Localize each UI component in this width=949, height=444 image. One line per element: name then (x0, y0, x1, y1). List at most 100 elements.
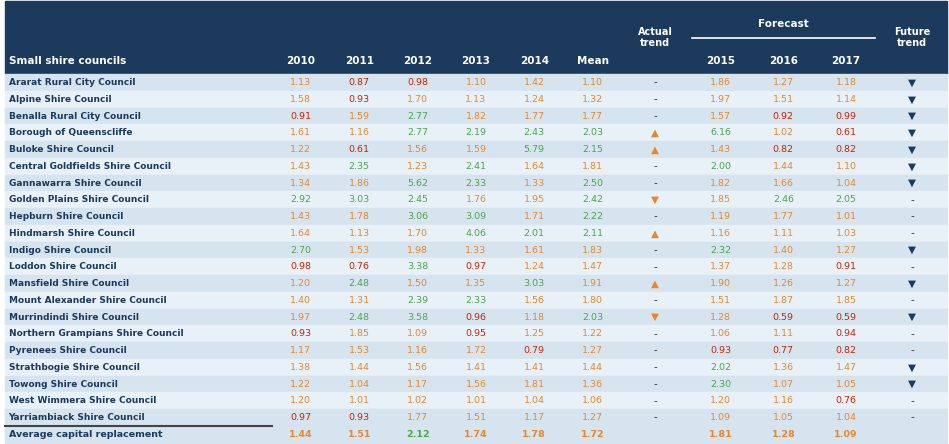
Text: 4.06: 4.06 (465, 229, 487, 238)
Text: 1.20: 1.20 (290, 279, 311, 288)
Text: 1.87: 1.87 (772, 296, 793, 305)
Text: 1.10: 1.10 (836, 162, 857, 171)
Text: 0.87: 0.87 (348, 78, 370, 87)
Text: ▼: ▼ (908, 128, 917, 138)
Text: 1.81: 1.81 (582, 162, 604, 171)
Text: 1.61: 1.61 (524, 246, 545, 254)
Text: 1.91: 1.91 (582, 279, 604, 288)
Text: 2.32: 2.32 (710, 246, 731, 254)
Text: ▼: ▼ (908, 379, 917, 389)
Text: 2.01: 2.01 (524, 229, 545, 238)
Text: 2.42: 2.42 (582, 195, 604, 204)
Text: 1.16: 1.16 (772, 396, 793, 405)
Text: 1.43: 1.43 (290, 212, 311, 221)
Text: 1.85: 1.85 (710, 195, 731, 204)
Text: 1.51: 1.51 (465, 413, 487, 422)
Text: 1.44: 1.44 (289, 430, 313, 439)
Text: 0.98: 0.98 (407, 78, 428, 87)
Text: 1.56: 1.56 (524, 296, 545, 305)
Text: 1.11: 1.11 (772, 329, 793, 338)
Text: -: - (910, 396, 914, 406)
Text: 0.92: 0.92 (772, 111, 793, 120)
Text: 1.28: 1.28 (772, 262, 793, 271)
Text: Strathbogie Shire Council: Strathbogie Shire Council (9, 363, 140, 372)
Text: Forecast: Forecast (758, 20, 809, 29)
Text: 0.93: 0.93 (348, 95, 370, 104)
Text: 1.80: 1.80 (582, 296, 604, 305)
Text: 1.97: 1.97 (290, 313, 311, 321)
Text: 1.74: 1.74 (464, 430, 488, 439)
Text: 1.06: 1.06 (710, 329, 731, 338)
Text: 1.90: 1.90 (710, 279, 731, 288)
Text: 0.93: 0.93 (710, 346, 731, 355)
Text: -: - (910, 295, 914, 305)
Text: 1.04: 1.04 (836, 413, 857, 422)
Text: -: - (910, 262, 914, 272)
Text: Alpine Shire Council: Alpine Shire Council (9, 95, 111, 104)
Text: 3.38: 3.38 (407, 262, 428, 271)
Text: Mansfield Shire Council: Mansfield Shire Council (9, 279, 129, 288)
Text: 1.35: 1.35 (465, 279, 487, 288)
Text: 1.17: 1.17 (290, 346, 311, 355)
Text: 2.45: 2.45 (407, 195, 428, 204)
Text: -: - (654, 94, 658, 104)
Text: -: - (654, 295, 658, 305)
Text: 1.34: 1.34 (290, 178, 311, 187)
Text: 0.82: 0.82 (836, 145, 857, 154)
Text: 0.77: 0.77 (772, 346, 793, 355)
Text: 1.41: 1.41 (465, 363, 487, 372)
Text: -: - (654, 262, 658, 272)
Text: 2.33: 2.33 (465, 296, 487, 305)
Text: 2.50: 2.50 (582, 178, 604, 187)
Text: Benalla Rural City Council: Benalla Rural City Council (9, 111, 140, 120)
Text: 0.59: 0.59 (772, 313, 793, 321)
Text: 2.35: 2.35 (348, 162, 370, 171)
Text: 0.94: 0.94 (836, 329, 857, 338)
Text: 0.97: 0.97 (290, 413, 311, 422)
Text: 1.36: 1.36 (772, 363, 794, 372)
Text: 1.20: 1.20 (710, 396, 731, 405)
Text: 1.56: 1.56 (465, 380, 487, 388)
Text: 1.59: 1.59 (348, 111, 370, 120)
Text: 1.20: 1.20 (290, 396, 311, 405)
Text: 1.11: 1.11 (772, 229, 793, 238)
Text: ▲: ▲ (651, 278, 660, 289)
Text: 2.41: 2.41 (465, 162, 487, 171)
Text: 1.04: 1.04 (836, 178, 857, 187)
Text: -: - (654, 245, 658, 255)
Text: Central Goldfields Shire Council: Central Goldfields Shire Council (9, 162, 171, 171)
Text: Gannawarra Shire Council: Gannawarra Shire Council (9, 178, 141, 187)
Text: ▼: ▼ (908, 161, 917, 171)
Text: 2.15: 2.15 (582, 145, 604, 154)
Text: 1.82: 1.82 (465, 111, 487, 120)
Text: 2.48: 2.48 (348, 313, 370, 321)
Text: Buloke Shire Council: Buloke Shire Council (9, 145, 114, 154)
Text: Indigo Shire Council: Indigo Shire Council (9, 246, 111, 254)
Text: 1.18: 1.18 (524, 313, 545, 321)
Text: 1.77: 1.77 (582, 111, 604, 120)
Text: 1.27: 1.27 (582, 346, 604, 355)
Text: Actual
trend: Actual trend (638, 27, 673, 48)
Text: 1.56: 1.56 (407, 363, 428, 372)
Text: 1.10: 1.10 (465, 78, 487, 87)
Text: ▼: ▼ (651, 312, 660, 322)
Text: 1.32: 1.32 (582, 95, 604, 104)
Text: Mean: Mean (577, 56, 608, 66)
Text: 2.05: 2.05 (836, 195, 857, 204)
Text: 1.53: 1.53 (348, 246, 370, 254)
Text: 1.86: 1.86 (348, 178, 370, 187)
Text: 2.77: 2.77 (407, 111, 428, 120)
Text: Average capital replacement: Average capital replacement (9, 430, 162, 439)
Text: 1.77: 1.77 (524, 111, 545, 120)
Text: 2.02: 2.02 (710, 363, 731, 372)
Text: 1.04: 1.04 (348, 380, 370, 388)
Text: Ararat Rural City Council: Ararat Rural City Council (9, 78, 135, 87)
Text: 1.13: 1.13 (465, 95, 487, 104)
Text: 0.61: 0.61 (348, 145, 370, 154)
Text: West Wimmera Shire Council: West Wimmera Shire Council (9, 396, 156, 405)
Text: -: - (654, 111, 658, 121)
Text: 2.77: 2.77 (407, 128, 428, 137)
Text: 1.18: 1.18 (836, 78, 857, 87)
Text: 2.11: 2.11 (582, 229, 604, 238)
Text: 1.17: 1.17 (407, 380, 428, 388)
